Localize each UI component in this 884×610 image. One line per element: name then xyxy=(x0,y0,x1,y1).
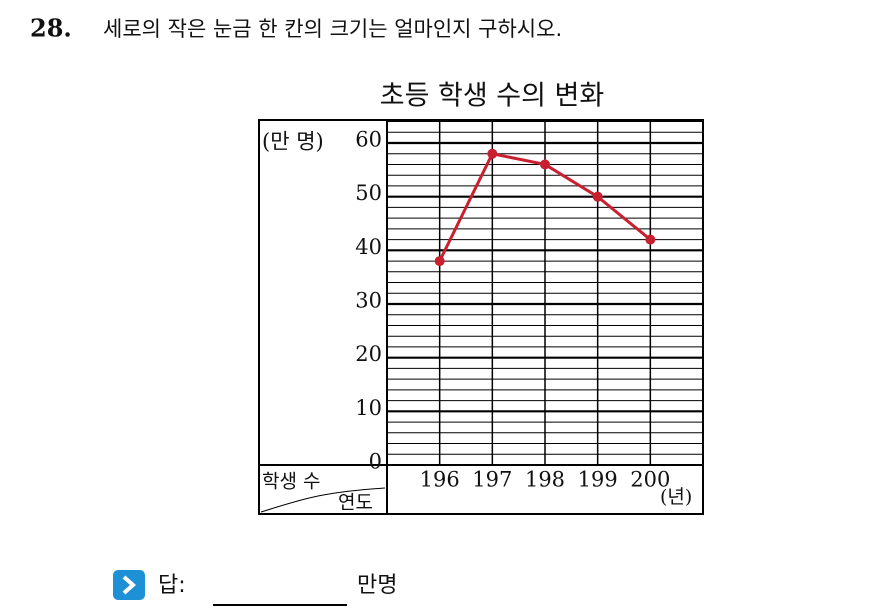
data-point xyxy=(540,159,550,170)
column-header: 연도 xyxy=(338,492,373,514)
row-header: 학생 수 xyxy=(262,471,320,493)
question-number: 28. xyxy=(30,14,72,43)
y-tick-label: 40 xyxy=(355,235,382,259)
data-point xyxy=(487,148,498,159)
x-tick-label: 196 xyxy=(420,468,460,492)
data-point xyxy=(645,234,656,245)
x-tick-label: 199 xyxy=(578,468,618,492)
chart-title: 초등 학생 수의 변화 xyxy=(380,81,604,112)
chart-frame xyxy=(258,119,704,515)
y-tick-label: 10 xyxy=(355,396,382,420)
question-text: 세로의 작은 눈금 한 칸의 크기는 얼마인지 구하시오. xyxy=(103,17,562,41)
answer-icon xyxy=(113,570,145,600)
x-tick-label: 200 xyxy=(630,468,670,492)
y-tick-label: 30 xyxy=(355,289,382,313)
answer-unit: 만명 xyxy=(357,573,397,598)
y-tick-label: 0 xyxy=(369,450,382,474)
data-point xyxy=(592,191,603,202)
plot: 0 10 20 30 40 50 60 196 197 198 199 200 xyxy=(355,120,703,492)
x-unit: (년) xyxy=(660,486,692,508)
x-tick-label: 198 xyxy=(525,468,565,492)
answer-label: 답: xyxy=(158,573,186,598)
data-point xyxy=(434,256,445,267)
y-tick-label: 60 xyxy=(355,128,382,152)
x-tick-label: 197 xyxy=(472,468,512,492)
answer-icon-arrow xyxy=(122,575,137,595)
header-diagonal xyxy=(260,487,386,513)
y-tick-label: 20 xyxy=(355,342,382,366)
y-tick-label: 50 xyxy=(355,181,382,205)
y-unit: (만 명) xyxy=(262,130,324,154)
